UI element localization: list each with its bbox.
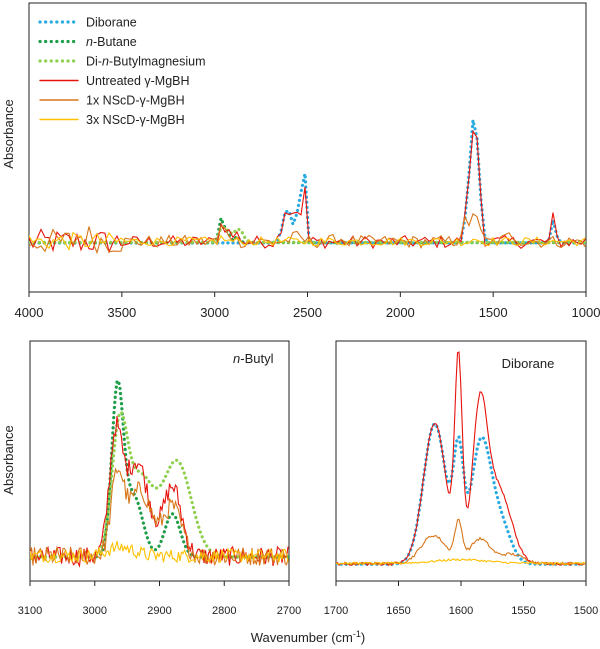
x-axis-ticks-diborane: 1700 1650 1600 1550 1500 bbox=[324, 581, 598, 617]
x-tick-label: 2000 bbox=[386, 305, 415, 320]
panel-full-spectrum: 4000 3500 3000 2500 2000 1500 1000 Diborane n-B… bbox=[15, 2, 600, 320]
series-butane bbox=[30, 377, 289, 559]
x-tick-label: 4000 bbox=[15, 305, 44, 320]
x-tick-label: 3100 bbox=[18, 605, 42, 617]
legend-label-diborane: Diborane bbox=[86, 16, 137, 30]
legend-label-butane: n-Butane bbox=[86, 35, 137, 49]
x-tick-label: 2500 bbox=[293, 305, 322, 320]
x-tick-label: 2900 bbox=[147, 605, 171, 617]
plot-frame-diborane bbox=[335, 340, 587, 582]
y-axis-label-bottom: Absorbance bbox=[1, 425, 16, 494]
x-tick-label: 3000 bbox=[83, 605, 107, 617]
x-tick-label: 1500 bbox=[574, 605, 598, 617]
plot-area-diborane bbox=[336, 351, 586, 567]
panel-diborane: Diborane 1700 1650 1600 1550 1500 bbox=[324, 340, 598, 617]
x-axis-ticks-n-butyl: 3100 3000 2900 2800 2700 bbox=[18, 581, 301, 617]
x-tick-label: 1550 bbox=[511, 605, 535, 617]
x-tick-label: 1600 bbox=[449, 605, 473, 617]
y-axis-label-top: Absorbance bbox=[1, 99, 16, 168]
series-dibutylmg bbox=[29, 225, 586, 244]
legend-label-untreated: Untreated γ-MgBH bbox=[86, 74, 190, 88]
legend-label-dibutylmg: Di-n-Butylmagnesium bbox=[86, 55, 206, 69]
x-tick-label: 1700 bbox=[324, 605, 348, 617]
x-tick-label: 1650 bbox=[386, 605, 410, 617]
x-axis-label: Wavenumber (cm-1) bbox=[251, 629, 365, 645]
plot-area-full bbox=[29, 119, 586, 255]
panel-title-diborane: Diborane bbox=[502, 356, 555, 371]
x-tick-label: 1500 bbox=[479, 305, 508, 320]
x-tick-label: 3500 bbox=[107, 305, 136, 320]
legend-label-nscd1x: 1x NScD-γ-MgBH bbox=[86, 94, 185, 108]
x-tick-label: 2800 bbox=[212, 605, 236, 617]
plot-area-n-butyl bbox=[30, 377, 289, 568]
panel-title-n-butyl: n-Butyl bbox=[233, 351, 274, 366]
panel-n-butyl: n-Butyl 3100 3000 2900 2800 2700 bbox=[18, 340, 301, 617]
plot-frame-n-butyl bbox=[29, 340, 290, 582]
series-nscd3x bbox=[30, 540, 289, 564]
series-nscd3x bbox=[336, 557, 586, 566]
x-tick-label: 1000 bbox=[572, 305, 600, 320]
x-tick-label: 3000 bbox=[200, 305, 229, 320]
legend-label-nscd3x: 3x NScD-γ-MgBH bbox=[86, 113, 185, 127]
x-tick-label: 2700 bbox=[277, 605, 301, 617]
series-nscd3x bbox=[29, 231, 586, 251]
legend: Diborane n-Butane Di-n-Butylmagnesium Untre… bbox=[38, 16, 206, 127]
x-axis-ticks-full: 4000 3500 3000 2500 2000 1500 1000 bbox=[15, 292, 600, 320]
